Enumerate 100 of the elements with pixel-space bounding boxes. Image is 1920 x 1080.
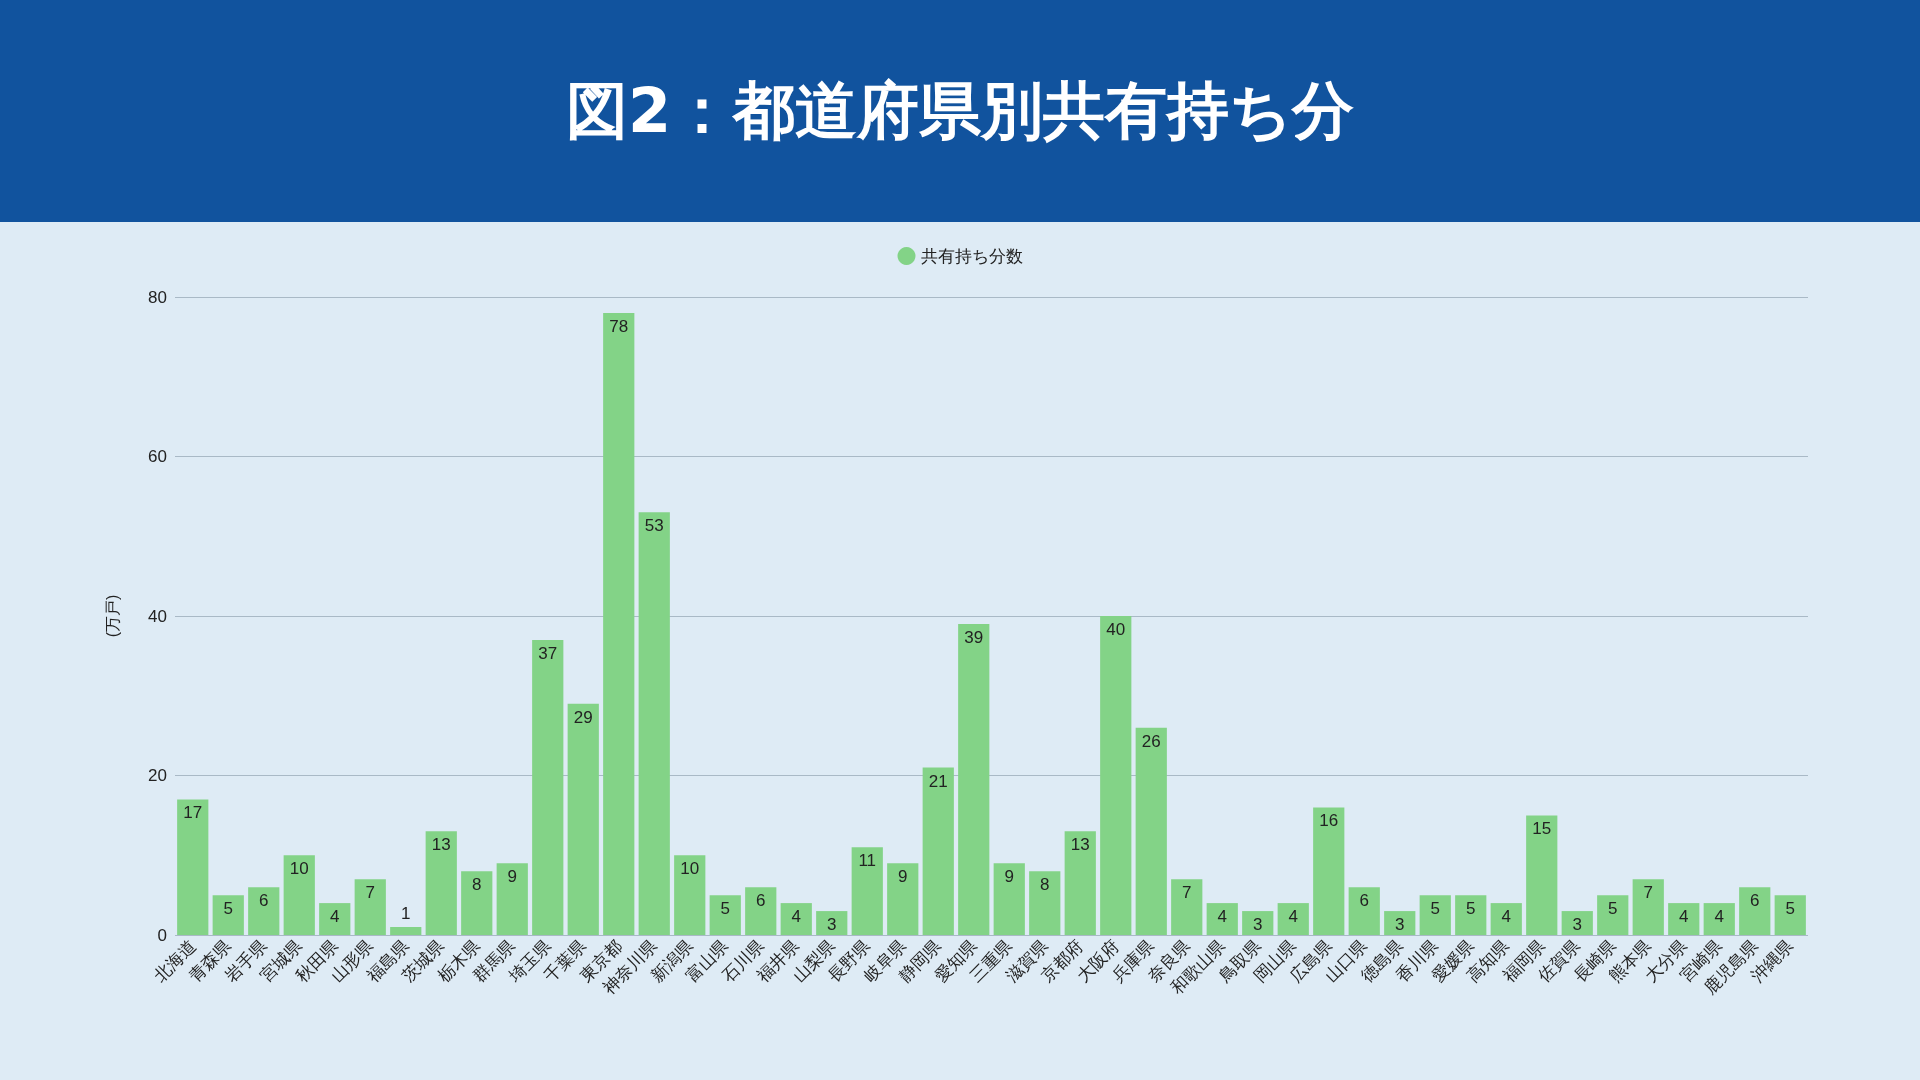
data-label: 10 [289, 859, 309, 879]
data-label: 37 [538, 643, 558, 663]
data-label: 78 [609, 316, 629, 336]
bar [851, 847, 883, 935]
bar [709, 895, 741, 935]
data-label: 11 [858, 851, 877, 871]
bar [745, 887, 777, 935]
bar [461, 871, 493, 935]
bar [1490, 903, 1522, 935]
data-label: 29 [573, 707, 593, 727]
data-label: 39 [964, 627, 984, 647]
data-label: 17 [183, 803, 203, 823]
data-label: 15 [1532, 819, 1552, 839]
chart-title: 図2：都道府県別共有持ち分 [0, 0, 1920, 222]
data-label: 3 [827, 915, 837, 935]
data-label: 16 [1319, 811, 1339, 831]
data-label: 4 [1679, 907, 1689, 927]
bar [1703, 903, 1735, 935]
bar [1064, 831, 1096, 935]
data-label: 4 [1288, 907, 1298, 927]
data-label: 13 [431, 835, 451, 855]
data-label: 7 [365, 883, 375, 903]
bar [674, 855, 706, 935]
bar [567, 703, 599, 935]
data-label: 4 [1501, 907, 1511, 927]
data-label: 6 [1359, 891, 1369, 911]
bar [1206, 903, 1238, 935]
bar [212, 895, 244, 935]
bar [177, 799, 209, 935]
bar [816, 911, 848, 935]
data-label: 4 [791, 907, 801, 927]
data-label: 4 [1714, 907, 1724, 927]
bar [1135, 727, 1167, 935]
bar [780, 903, 812, 935]
bar [1242, 911, 1274, 935]
bar [1561, 911, 1593, 935]
data-label: 9 [1004, 867, 1014, 887]
bar [638, 512, 670, 935]
data-label: 5 [720, 899, 730, 919]
y-axis-title: (万戸) [103, 594, 121, 638]
y-tick-label: 60 [148, 447, 167, 466]
bar [1632, 879, 1664, 935]
bar [1668, 903, 1700, 935]
y-tick-label: 0 [157, 925, 167, 945]
bar [1100, 616, 1132, 935]
y-tick-label: 40 [148, 606, 167, 626]
bar [425, 831, 457, 935]
bar [354, 879, 386, 935]
data-label: 5 [1430, 899, 1440, 919]
bar [532, 639, 564, 935]
bar [993, 863, 1025, 935]
data-label: 7 [1643, 883, 1653, 903]
bar [887, 863, 919, 935]
bar [283, 855, 315, 935]
data-label: 8 [1040, 875, 1050, 895]
data-label: 4 [1217, 907, 1227, 927]
bar [958, 623, 990, 935]
bar [1597, 895, 1629, 935]
bar [1313, 807, 1345, 935]
data-label: 5 [1466, 899, 1476, 919]
bar [603, 312, 635, 935]
bar [1739, 887, 1771, 935]
data-label: 6 [1750, 891, 1760, 911]
y-tick-label: 20 [148, 766, 167, 785]
bar [496, 863, 528, 935]
bar [1419, 895, 1451, 935]
bar [1774, 895, 1806, 935]
data-label: 9 [507, 867, 517, 887]
data-label: 21 [928, 771, 948, 791]
bar [390, 927, 422, 935]
bar [1526, 815, 1558, 935]
bar [1171, 879, 1203, 935]
data-label: 10 [680, 859, 700, 879]
data-label: 3 [1572, 915, 1582, 935]
bar [1348, 887, 1380, 935]
legend-label: 共有持ち分数 [920, 246, 1023, 266]
data-label: 3 [1253, 915, 1263, 935]
data-label: 4 [330, 907, 340, 927]
data-label: 53 [644, 516, 664, 536]
data-label: 5 [223, 899, 233, 919]
data-label: 5 [1785, 899, 1795, 919]
data-label: 6 [756, 891, 766, 911]
bar [1455, 895, 1487, 935]
data-label: 40 [1106, 620, 1126, 639]
data-label: 1 [401, 904, 411, 924]
data-label: 26 [1141, 731, 1161, 751]
data-label: 6 [259, 891, 269, 911]
data-label: 9 [898, 867, 908, 887]
data-label: 13 [1070, 835, 1090, 855]
bar [1384, 911, 1416, 935]
bar [922, 767, 954, 935]
bar [248, 887, 280, 935]
bar [319, 903, 351, 935]
bar [1277, 903, 1309, 935]
bar [1029, 871, 1061, 935]
data-label: 5 [1608, 899, 1618, 919]
data-label: 3 [1395, 915, 1405, 935]
y-tick-label: 80 [148, 287, 167, 307]
data-label: 8 [472, 875, 482, 895]
data-label: 7 [1182, 883, 1192, 903]
